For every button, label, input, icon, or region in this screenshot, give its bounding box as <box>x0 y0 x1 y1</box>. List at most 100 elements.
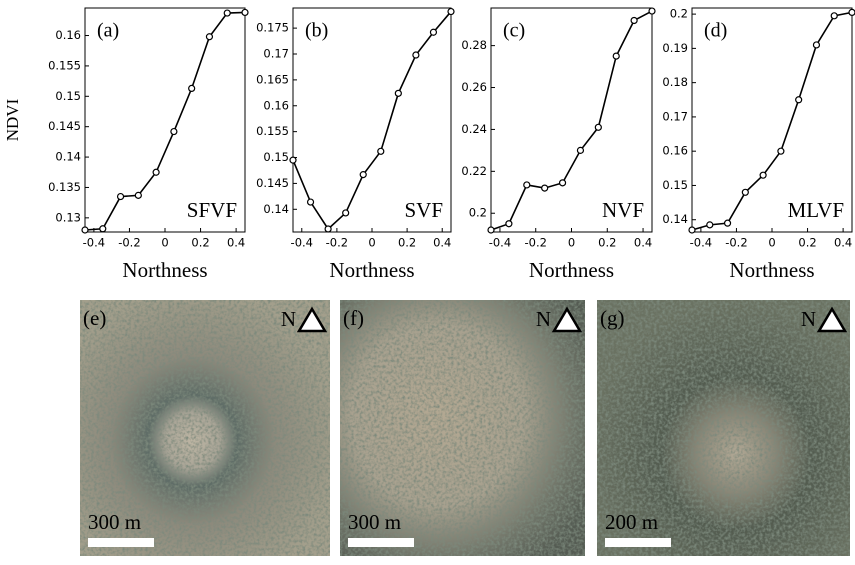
y-axis-label: NDVI <box>3 98 22 141</box>
data-point <box>241 8 249 17</box>
data-point <box>777 147 785 155</box>
x-tick-label: 0 <box>768 236 775 250</box>
y-tick-label: 0.18 <box>662 75 688 89</box>
data-point <box>541 184 549 192</box>
aerial-photo <box>80 300 330 556</box>
annotation: NVF <box>602 198 644 222</box>
aerial-photo <box>340 300 585 556</box>
x-tick-label: -0.2 <box>725 236 747 250</box>
scale-bar <box>605 538 671 547</box>
data-point <box>412 51 420 59</box>
scale-bar <box>88 538 154 547</box>
data-point <box>558 179 567 187</box>
data-point <box>306 198 315 206</box>
y-tick-label: 0.19 <box>662 41 688 55</box>
x-tick-label: 0.2 <box>398 236 416 250</box>
data-point <box>116 192 125 201</box>
north-arrow <box>296 306 328 333</box>
y-tick-label: 0.16 <box>662 144 688 158</box>
y-tick-label: 0.24 <box>461 122 487 136</box>
y-tick-label: 0.175 <box>256 21 289 35</box>
panel-label: (d) <box>704 20 727 42</box>
y-tick-label: 0.145 <box>48 119 81 133</box>
y-tick-label: 0.14 <box>55 150 81 164</box>
panel-label: (b) <box>305 20 328 42</box>
x-tick-label: 0 <box>368 236 375 250</box>
data-point <box>342 209 350 217</box>
data-point <box>812 41 821 49</box>
data-point <box>81 226 89 234</box>
y-tick-label: 0.22 <box>461 164 487 178</box>
y-tick-label: 0.26 <box>461 80 487 94</box>
image-panel-label: (g) <box>600 306 625 330</box>
x-tick-label: -0.4 <box>291 236 313 250</box>
data-point <box>505 220 513 228</box>
panel-label: (c) <box>503 20 525 42</box>
y-tick-label: 0.17 <box>263 47 289 61</box>
data-point <box>630 16 638 25</box>
north-arrow <box>816 306 848 333</box>
image-panel-label: (e) <box>83 306 106 330</box>
data-point <box>487 226 495 234</box>
data-point <box>134 191 142 199</box>
scale-bar <box>348 538 414 547</box>
annotation: MLVF <box>788 198 844 222</box>
scale-label: 200 m <box>605 510 658 534</box>
data-line <box>691 11 853 231</box>
x-tick-label: 0 <box>161 236 168 250</box>
y-tick-label: 0.16 <box>263 98 289 112</box>
data-point <box>612 52 620 60</box>
y-tick-label: 0.155 <box>48 58 81 72</box>
data-point <box>830 12 838 20</box>
data-point <box>377 147 385 155</box>
y-tick-label: 0.16 <box>55 28 81 42</box>
annotation: SFVF <box>187 198 237 222</box>
y-tick-label: 0.17 <box>662 109 688 123</box>
annotation: SVF <box>404 198 443 222</box>
data-point <box>741 188 749 196</box>
x-tick-label: 0.4 <box>227 236 245 250</box>
y-tick-label: 0.13 <box>55 210 81 224</box>
x-tick-label: -0.4 <box>690 236 712 250</box>
data-point <box>359 171 367 179</box>
x-tick-label: -0.2 <box>118 236 140 250</box>
y-tick-label: 0.165 <box>256 72 289 86</box>
x-axis-label: Northness <box>729 258 814 282</box>
x-tick-label: 0.2 <box>191 236 209 250</box>
data-point <box>723 219 732 227</box>
scale-label: 300 m <box>88 510 141 534</box>
data-point <box>706 221 714 229</box>
y-tick-label: 0.15 <box>263 150 289 164</box>
north-arrow <box>551 306 583 333</box>
data-point <box>848 8 855 16</box>
y-tick-label: 0.155 <box>256 124 289 138</box>
data-point <box>594 123 602 131</box>
x-tick-label: 0.4 <box>634 236 652 250</box>
x-tick-label: 0.2 <box>598 236 616 250</box>
panel-label: (a) <box>97 20 119 42</box>
x-tick-label: 0.2 <box>798 236 816 250</box>
y-tick-label: 0.15 <box>55 89 81 103</box>
data-line <box>84 11 246 231</box>
x-tick-label: 0.4 <box>834 236 852 250</box>
x-tick-label: -0.4 <box>83 236 105 250</box>
data-point <box>223 9 231 17</box>
image-panel-label: (f) <box>343 306 364 330</box>
data-point <box>99 225 107 233</box>
data-line <box>490 10 653 231</box>
x-tick-label: -0.2 <box>524 236 546 250</box>
y-tick-label: 0.135 <box>48 180 81 194</box>
x-axis-label: Northness <box>329 258 414 282</box>
north-label: N <box>536 307 551 331</box>
y-tick-label: 0.15 <box>662 178 688 192</box>
data-point <box>394 89 402 97</box>
x-tick-label: 0.4 <box>433 236 451 250</box>
aerial-photo <box>597 300 850 556</box>
x-axis-label: Northness <box>122 258 207 282</box>
x-tick-label: -0.4 <box>489 236 511 250</box>
x-tick-label: 0 <box>568 236 575 250</box>
y-tick-label: 0.145 <box>256 176 289 190</box>
y-tick-label: 0.14 <box>263 202 289 216</box>
data-point <box>324 225 332 233</box>
